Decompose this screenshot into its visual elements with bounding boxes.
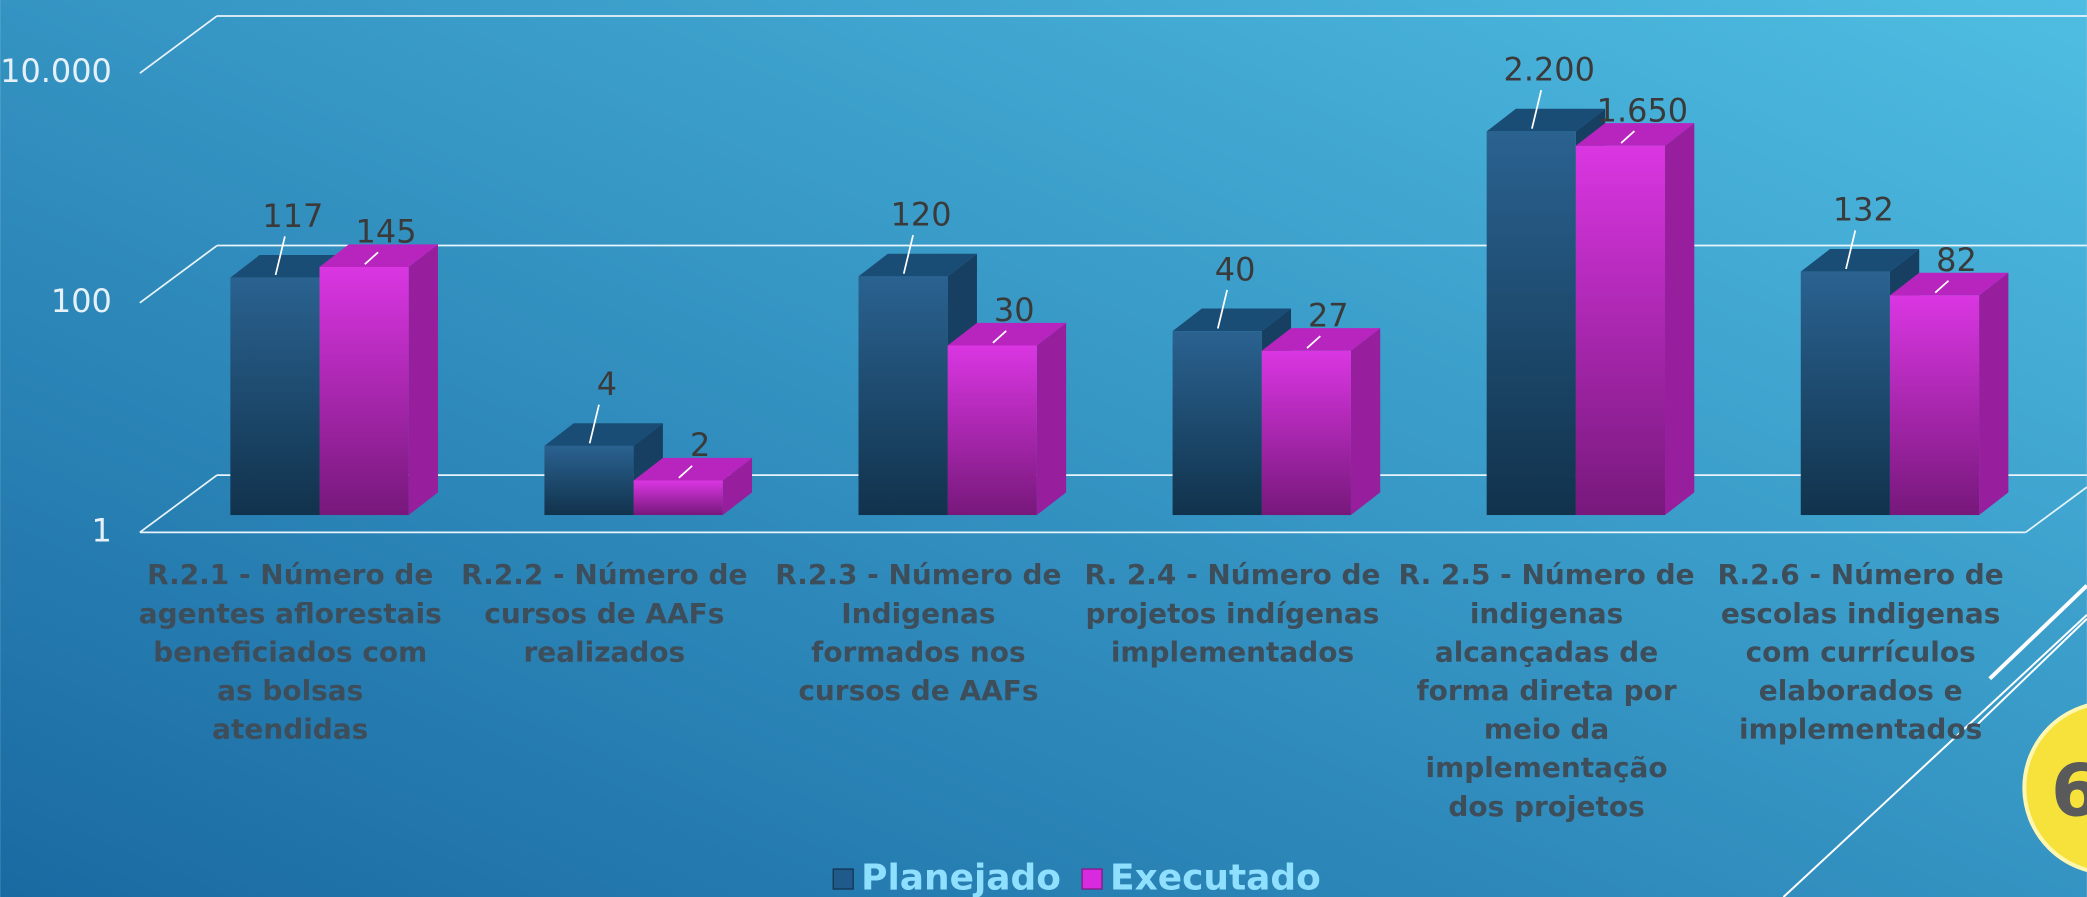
y-tick-label: 10.000	[0, 52, 112, 90]
bar-top	[858, 253, 977, 277]
bar-top	[319, 244, 438, 267]
bar-side	[722, 457, 753, 516]
x-tick-label: R.2.1 - Número de agentes aflorestais be…	[138, 558, 442, 746]
leader-line	[1531, 89, 1543, 129]
leader-line	[1845, 230, 1857, 270]
bar	[947, 322, 1067, 516]
bar-front	[633, 480, 723, 516]
leader-line	[992, 330, 1007, 344]
value-label: 1.650	[1597, 91, 1688, 129]
legend-swatch	[832, 868, 854, 890]
bar	[633, 457, 753, 516]
leader-line	[678, 465, 693, 479]
bar-front	[544, 445, 634, 516]
bar-top	[1575, 123, 1695, 146]
bar-top	[1486, 108, 1606, 132]
x-tick-label: R.2.2 - Número de cursos de AAFs realiza…	[461, 558, 748, 669]
bar-top	[230, 255, 349, 278]
x-tick-label-box: R. 2.4 - Número de projetos indígenas im…	[1084, 558, 1381, 669]
bar-top	[1261, 328, 1381, 351]
leader-line	[1934, 280, 1950, 294]
bar	[1889, 272, 2009, 516]
bar-top	[544, 423, 663, 446]
value-label: 27	[1308, 296, 1349, 334]
leader-line	[364, 251, 379, 265]
bar-side	[1350, 328, 1381, 516]
bar-side	[1979, 272, 2009, 516]
x-tick-label: R.2.3 - Número de Indigenas formados nos…	[775, 558, 1062, 707]
grid-line	[139, 244, 218, 304]
bar-front	[1889, 295, 1980, 516]
bar-side	[1665, 123, 1695, 516]
value-label: 120	[891, 195, 952, 233]
value-label: 30	[994, 291, 1035, 329]
leader-line	[1306, 335, 1321, 349]
bar-front	[1261, 350, 1351, 516]
bar-front	[947, 345, 1037, 516]
value-label: 4	[597, 365, 617, 403]
x-tick-label: R. 2.4 - Número de projetos indígenas im…	[1084, 558, 1381, 669]
leader-line	[274, 236, 286, 276]
leader-line	[1217, 289, 1228, 329]
value-label: 117	[262, 197, 323, 235]
value-label: 2	[690, 426, 710, 464]
grid-line	[139, 474, 218, 534]
leader-line	[1620, 130, 1635, 144]
slide-number-badge	[2022, 703, 2087, 873]
y-tick-label: 100	[51, 282, 112, 320]
grid-line	[139, 15, 218, 74]
value-label: 40	[1215, 250, 1256, 288]
x-tick-label: R.2.6 - Número de escolas indigenas com …	[1717, 558, 2004, 746]
bar-side	[408, 244, 438, 516]
bar-top	[947, 322, 1067, 346]
bar-front	[1575, 145, 1666, 516]
bar	[1261, 328, 1381, 516]
legend-swatch	[1081, 868, 1103, 890]
bar-top	[633, 457, 753, 481]
bar-top	[1172, 308, 1292, 332]
x-tick-label-box: R. 2.5 - Número de indigenas alcançadas …	[1398, 558, 1695, 823]
y-tick-label: 1	[92, 511, 112, 549]
bar-front	[230, 277, 320, 516]
bar	[1575, 123, 1695, 516]
bar-top	[1800, 249, 1920, 272]
decoration	[1782, 584, 2087, 897]
bar-front	[1800, 271, 1890, 516]
bar-front	[1172, 331, 1262, 516]
floor-edge	[2025, 486, 2087, 534]
value-label: 82	[1936, 241, 1977, 279]
slide-number: 6	[2051, 748, 2087, 832]
leader-line	[588, 404, 600, 444]
value-label: 132	[1833, 191, 1894, 229]
bar-side	[1036, 322, 1067, 516]
bar-front	[1486, 131, 1576, 516]
bar	[319, 244, 438, 516]
bar-front	[319, 266, 409, 516]
x-tick-label-box: R.2.2 - Número de cursos de AAFs realiza…	[461, 558, 748, 669]
x-tick-label-box: R.2.6 - Número de escolas indigenas com …	[1717, 558, 2004, 746]
bar-top	[1889, 272, 2009, 296]
value-label: 145	[356, 213, 417, 251]
value-label: 2.200	[1504, 50, 1595, 88]
x-tick-label-box: R.2.3 - Número de Indigenas formados nos…	[775, 558, 1062, 707]
legend-label: Planejado	[861, 858, 1061, 897]
x-tick-label-box: R.2.1 - Número de agentes aflorestais be…	[138, 558, 442, 746]
bar-front	[858, 276, 948, 516]
legend-label: Executado	[1110, 858, 1321, 897]
leader-line	[902, 234, 914, 274]
x-tick-label: R. 2.5 - Número de indigenas alcançadas …	[1398, 558, 1695, 823]
